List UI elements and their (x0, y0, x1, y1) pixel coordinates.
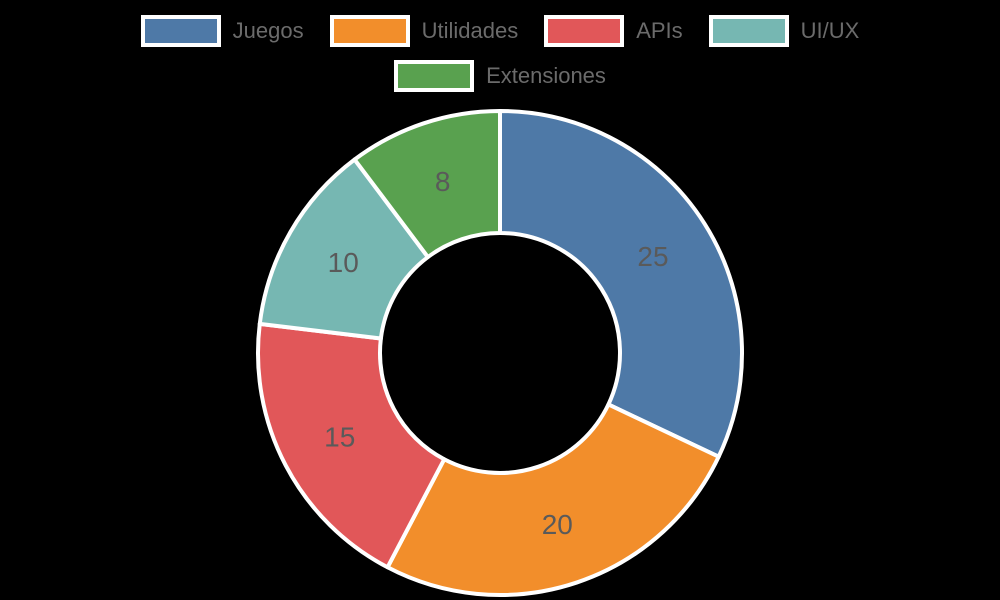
legend-label-utilidades: Utilidades (421, 18, 519, 43)
legend-swatch-utilidades (329, 15, 410, 47)
legend-label-apis: APIs (636, 18, 683, 43)
slice-value-label-ui-ux: 10 (328, 247, 359, 278)
legend-swatch-juegos (140, 15, 221, 47)
slice-extensiones (352, 109, 502, 260)
slice-utilidades (385, 402, 721, 597)
legend-label-juegos: Juegos (232, 18, 304, 43)
legend: Juegos Utilidades APIs UI/UX Extensiones (100, 15, 900, 92)
legend-item-apis: APIs (544, 15, 683, 47)
legend-label-extensiones: Extensiones (486, 63, 606, 88)
legend-swatch-apis (544, 15, 625, 47)
slice-value-label-utilidades: 20 (542, 509, 573, 540)
legend-swatch-extensiones (394, 60, 475, 92)
legend-item-ui-ux: UI/UX (708, 15, 860, 47)
slice-juegos (498, 109, 744, 459)
slice-value-label-extensiones: 8 (435, 166, 451, 197)
legend-item-utilidades: Utilidades (329, 15, 519, 47)
slice-value-label-apis: 15 (324, 422, 355, 453)
slice-value-label-juegos: 25 (637, 241, 668, 272)
slice-apis (256, 321, 447, 570)
legend-label-ui-ux: UI/UX (800, 18, 860, 43)
legend-swatch-ui-ux (708, 15, 789, 47)
legend-item-extensiones: Extensiones (394, 60, 606, 92)
legend-item-juegos: Juegos (140, 15, 304, 47)
